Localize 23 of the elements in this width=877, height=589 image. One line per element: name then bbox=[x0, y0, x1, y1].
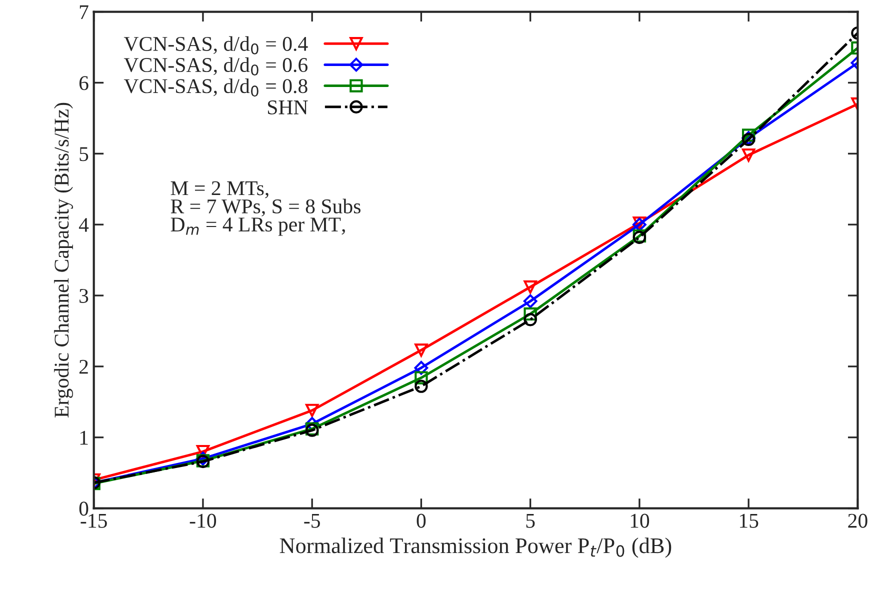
legend-label: SHN bbox=[268, 100, 308, 114]
x-tick-label: 5 bbox=[526, 514, 535, 528]
annotation: M = 2 MTs, R = 7 WPs, S = 8 Subs D$_{m}$ = 4 LRs per MT, bbox=[170, 181, 360, 236]
y-tick-label: 7 bbox=[80, 5, 88, 20]
y-tick-label: 3 bbox=[80, 288, 88, 303]
x-tick-label: 0 bbox=[416, 514, 426, 528]
y-tick-label: 5 bbox=[80, 147, 88, 162]
x-tick-label: 10 bbox=[630, 514, 650, 528]
y-axis-title: Ergodic Channel Capacity (Bits/s/Hz) bbox=[54, 102, 74, 418]
y-tick-label: 1 bbox=[80, 430, 88, 445]
x-tick-label: -5 bbox=[304, 514, 320, 528]
y-tick-label: 0 bbox=[79, 502, 88, 516]
x-axis-title: Normalized Transmission Power P$_{t}$/P$_{0}$ (dB) bbox=[280, 538, 672, 558]
x-tick-label: 15 bbox=[740, 514, 758, 528]
x-tick-label: 20 bbox=[848, 514, 868, 528]
x-tick-label: -10 bbox=[190, 514, 216, 528]
legend-label: VCN-SAS, d/d$_{0}$ = 0.8 bbox=[124, 78, 308, 97]
legend-label: VCN-SAS, d/d$_{0}$ = 0.4 bbox=[124, 36, 308, 54]
y-tick-label: 4 bbox=[78, 218, 89, 232]
legend-label: VCN-SAS, d/d$_{0}$ = 0.6 bbox=[124, 57, 308, 76]
y-tick-label: 6 bbox=[79, 76, 88, 90]
y-tick-label: 2 bbox=[79, 360, 88, 374]
x-tick-label: -15 bbox=[80, 514, 107, 528]
